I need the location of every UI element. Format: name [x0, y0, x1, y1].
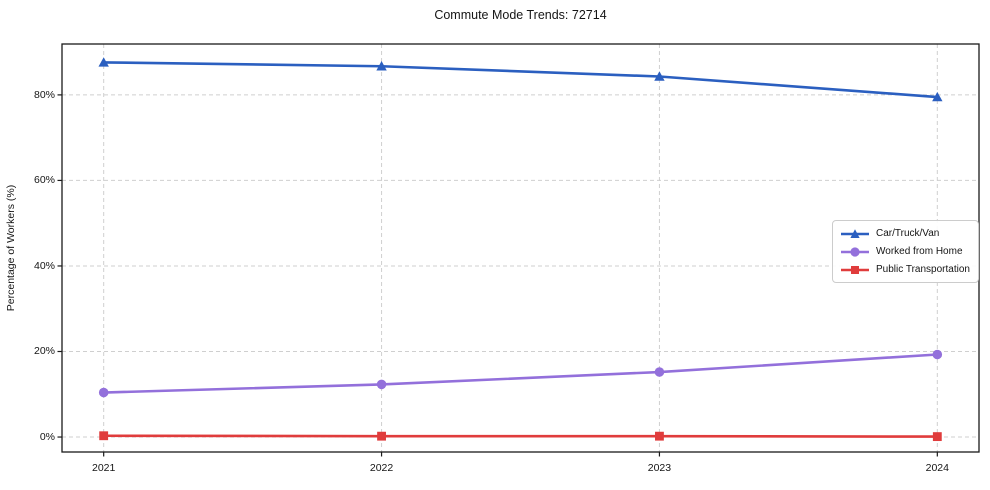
y-tick-label: 80%: [33, 88, 55, 101]
axis-frame: [61, 43, 980, 453]
legend-label: Public Transportation: [876, 264, 970, 275]
x-tick-label: 2024: [925, 462, 949, 474]
legend-label: Worked from Home: [876, 246, 963, 257]
series-marker: [98, 387, 109, 398]
legend: Car/Truck/Van Worked from Home Public Tran…: [832, 220, 979, 283]
y-tick-label: 60%: [33, 174, 55, 187]
series-marker: [377, 431, 386, 441]
x-tick-label: 2022: [369, 462, 394, 474]
series-line-car-truck-van: [102, 61, 939, 99]
series-marker: [98, 57, 109, 67]
legend-label: Car/Truck/Van: [876, 228, 940, 239]
y-tick-label: 20%: [33, 345, 55, 358]
legend-item-public-transportation: Public Transportation: [840, 262, 971, 277]
series-line-public-transportation: [102, 434, 939, 438]
series-marker: [932, 349, 943, 360]
series-marker: [655, 431, 664, 441]
legend-item-worked-from-home: Worked from Home: [840, 244, 971, 259]
legend-swatch-triangle-icon: [841, 228, 869, 238]
series-line-worked-from-home: [102, 353, 939, 394]
series-marker: [99, 431, 109, 441]
legend-item-car-truck-van: Car/Truck/Van: [840, 226, 971, 241]
series-marker: [654, 367, 665, 377]
series-marker: [654, 71, 665, 81]
y-tick-label: 40%: [33, 259, 55, 272]
y-axis-tick-labels: 0% 20% 40% 60% 80%: [0, 0, 55, 490]
legend-swatch-square-icon: [841, 265, 869, 274]
y-tick-label: 0%: [39, 431, 55, 444]
series-marker: [932, 432, 942, 442]
legend-swatch-circle-icon: [841, 246, 869, 257]
series-marker: [376, 61, 387, 71]
x-tick-label: 2021: [91, 462, 116, 474]
x-tick-label: 2023: [647, 462, 672, 474]
chart-title: Commute Mode Trends: 72714: [434, 8, 607, 22]
series-marker: [932, 91, 943, 102]
series-marker: [376, 379, 387, 390]
